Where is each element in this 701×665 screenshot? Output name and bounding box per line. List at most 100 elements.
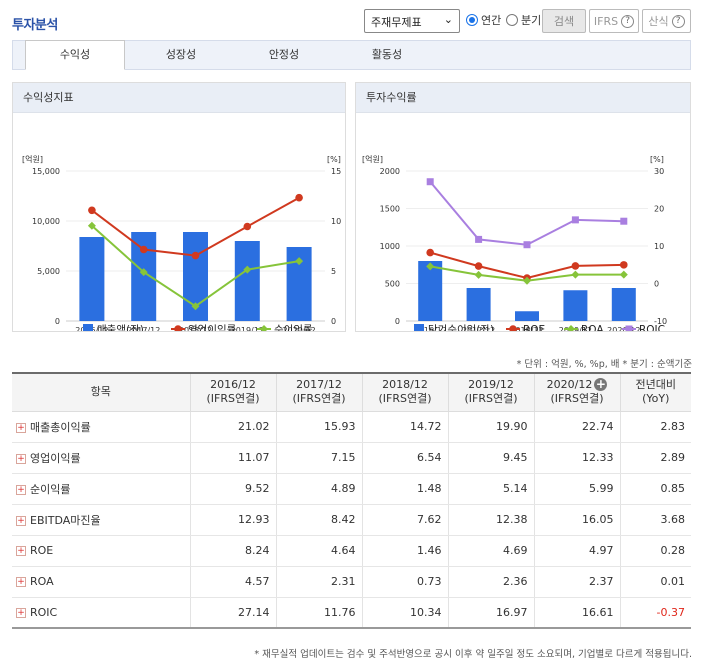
- table-cell: 4.69: [447, 535, 534, 567]
- profitability-chart: [억원][%]15,00010,0005,00001510502016/1220…: [22, 154, 341, 336]
- header-yoy-sub: (YoY): [642, 392, 670, 406]
- tab-growth[interactable]: 성장성: [165, 48, 197, 61]
- radio-annual-label: 연간: [481, 14, 502, 27]
- expand-icon[interactable]: +: [16, 577, 26, 587]
- formula-button-label: 산식: [648, 15, 669, 28]
- radio-annual[interactable]: 연간: [466, 12, 501, 28]
- header-period-basis: (IFRS연결): [292, 392, 346, 406]
- table-cell: 5.14: [447, 473, 534, 505]
- row-label[interactable]: + EBITDA마진율: [12, 504, 190, 536]
- row-label[interactable]: + ROA: [12, 566, 190, 598]
- right-tick-label: 0: [331, 317, 336, 326]
- left-tick-label: 1000: [380, 242, 400, 251]
- left-axis-unit: [억원]: [362, 154, 383, 164]
- expand-icon[interactable]: +: [16, 515, 26, 526]
- expand-icon[interactable]: +: [16, 546, 26, 556]
- row-label[interactable]: + ROE: [12, 535, 190, 567]
- table-cell: 6.54: [361, 442, 448, 474]
- data-point: [426, 178, 434, 186]
- right-tick-label: 5: [331, 267, 336, 276]
- table-cell: 16.97: [447, 597, 534, 629]
- table-row: + ROA 4.57 2.31 0.73 2.36 2.37 0.01: [12, 566, 691, 598]
- row-label[interactable]: + 영업이익률: [12, 442, 190, 474]
- table-row: + 영업이익률 11.07 7.15 6.54 9.45 12.33 2.89: [12, 442, 691, 474]
- bar: [79, 237, 105, 321]
- data-point: [475, 235, 483, 243]
- header-period-year: 2018/12: [382, 378, 428, 392]
- x-tick-label: 2019/12: [559, 326, 592, 331]
- tab-profitability[interactable]: 수익성: [25, 40, 125, 70]
- tab-stability[interactable]: 안정성: [268, 48, 300, 61]
- left-tick-label: 0: [395, 317, 400, 326]
- bar: [466, 288, 491, 321]
- expand-icon[interactable]: +: [16, 607, 26, 618]
- x-tick-label: 2018/12: [510, 326, 543, 331]
- header-yoy-label: 전년대비: [635, 378, 676, 392]
- data-point: [620, 217, 628, 225]
- footer-note: * 재무실적 업데이트는 검수 및 주석반영으로 공시 이후 약 일주일 정도 …: [254, 649, 692, 660]
- data-point: [87, 221, 96, 230]
- row-label-text: ROA: [30, 575, 54, 588]
- ifrs-button[interactable]: IFRS ?: [589, 9, 639, 33]
- data-point: [426, 262, 435, 271]
- expand-icon[interactable]: +: [16, 453, 26, 464]
- legend-marker: [174, 325, 182, 333]
- help-icon: ?: [671, 14, 685, 28]
- table-cell: 7.15: [275, 442, 362, 474]
- x-tick-label: 2020/12: [607, 326, 640, 331]
- radio-quarter[interactable]: 분기: [506, 12, 541, 28]
- row-label[interactable]: + ROIC: [12, 597, 190, 629]
- right-tick-label: 30: [654, 167, 664, 176]
- statement-type-value: 주재무제표: [371, 16, 422, 29]
- table-cell: 5.99: [533, 473, 620, 505]
- table-cell: 27.14: [189, 597, 276, 629]
- table-cell: 9.45: [447, 442, 534, 474]
- table-cell: 11.07: [189, 442, 276, 474]
- formula-button[interactable]: 산식 ?: [642, 9, 691, 33]
- section-title: 투자분석: [12, 18, 58, 33]
- table-cell: 15.93: [275, 411, 362, 443]
- expand-icon[interactable]: +: [16, 484, 26, 495]
- table-cell: 2.37: [533, 566, 620, 598]
- row-label[interactable]: + 매출총이익률: [12, 411, 190, 443]
- table-row: + ROE 8.24 4.64 1.46 4.69 4.97 0.28: [12, 535, 691, 567]
- table-cell: 2.89: [619, 442, 691, 474]
- radio-quarter-label: 분기: [521, 14, 542, 27]
- investment-return-chart: [억원] [%] 2000 1500 1000 500 0 30 20 10 0 -10 2016/12…: [362, 154, 667, 336]
- data-point: [571, 262, 580, 270]
- search-button[interactable]: 검색: [542, 9, 586, 33]
- data-point: [571, 216, 579, 224]
- data-point: [191, 302, 200, 311]
- right-tick-label: 0: [654, 280, 659, 289]
- radio-unchecked-icon: [506, 14, 518, 26]
- legend-label: 순이익률: [274, 324, 313, 331]
- data-point: [139, 268, 148, 277]
- x-tick-label: 2018/12: [179, 326, 212, 331]
- unit-note: * 단위 : 억원, %, %p, 배 * 분기 : 순액기준: [516, 359, 692, 370]
- legend-swatch: [83, 324, 93, 334]
- table-row: + EBITDA마진율 12.93 8.42 7.62 12.38 16.05 3.68: [12, 504, 691, 536]
- left-tick-label: 1500: [380, 205, 400, 214]
- row-label-text: 순이익률: [30, 482, 71, 496]
- table-cell: 7.62: [361, 504, 448, 536]
- tab-activity[interactable]: 활동성: [371, 48, 403, 61]
- row-label-text: 매출총이익률: [30, 420, 91, 434]
- search-button-label: 검색: [553, 15, 575, 28]
- header-item: 항목: [12, 373, 190, 412]
- table-cell: 21.02: [189, 411, 276, 443]
- header-period: 2020/12 + (IFRS연결): [533, 373, 620, 412]
- legend-marker: [509, 325, 517, 333]
- add-column-icon[interactable]: +: [594, 377, 608, 392]
- bar: [418, 261, 443, 321]
- series-line: [429, 181, 624, 246]
- expand-icon[interactable]: +: [16, 422, 26, 433]
- statement-type-select[interactable]: 주재무제표 ⌄: [364, 9, 460, 33]
- investment-return-chart-panel: 투자수익률 [억원] [%] 2000 1500 1000 500 0 30 20 10 0 -10 2…: [355, 82, 691, 336]
- table-cell: 12.93: [189, 504, 276, 536]
- right-tick-label: 20: [654, 205, 664, 214]
- left-axis-unit: [억원]: [22, 154, 43, 164]
- right-tick-label: 10: [654, 242, 664, 251]
- legend-label: ROIC: [639, 324, 665, 331]
- row-label[interactable]: + 순이익률: [12, 473, 190, 505]
- data-point: [88, 206, 96, 215]
